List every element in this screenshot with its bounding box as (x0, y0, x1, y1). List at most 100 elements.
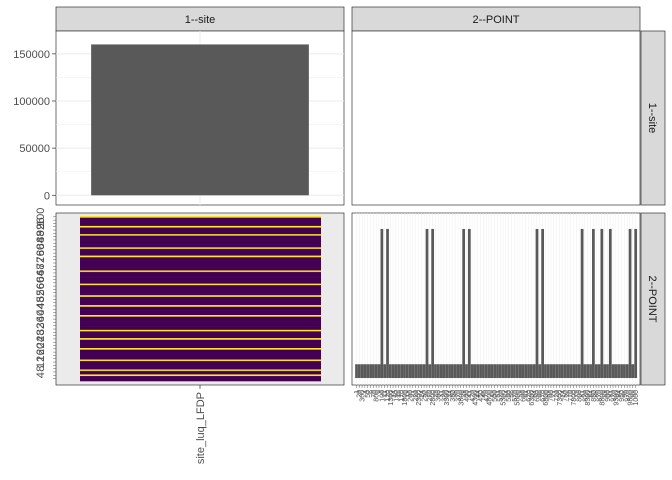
heatmap-cell (80, 336, 321, 339)
heatmap-cell (80, 222, 321, 225)
x-tick-label: 500 (492, 390, 499, 402)
top-strip-1: 1--site (55, 6, 345, 32)
bar (355, 364, 358, 378)
x-tick-label: 44 (475, 390, 482, 398)
y-tick-label: 92 (35, 224, 47, 236)
bar (496, 364, 499, 378)
bar (501, 364, 505, 378)
bar (549, 364, 553, 378)
x-tick-label: 620 (526, 390, 533, 402)
x-tick-label: 820 (582, 390, 589, 402)
x-tick-label: 81 (580, 390, 587, 398)
bar (403, 364, 406, 378)
x-tick-label: 9 (376, 390, 383, 394)
x-tick-label: 6300 (529, 390, 536, 406)
bar (555, 364, 559, 378)
y-tick-label: 68 (35, 264, 47, 276)
bar (357, 364, 361, 378)
x-tick-label: 170 (399, 390, 406, 402)
heatmap-cell (80, 324, 321, 327)
bar (363, 364, 367, 378)
x-tick-label: 600 (520, 390, 527, 402)
x-tick-label: 69 (546, 390, 553, 398)
heatmap-cell (80, 348, 321, 350)
x-tick-label: 870 (596, 390, 603, 402)
heatmap-cell (80, 349, 321, 352)
bar (448, 364, 451, 378)
heatmap-cell (80, 321, 321, 324)
y-tick-label: 12 (35, 356, 47, 368)
bar (614, 364, 618, 378)
bar (420, 364, 423, 378)
x-tick-label: 29 (433, 390, 440, 398)
bar (498, 364, 502, 378)
heatmap-cell (80, 268, 321, 271)
panel-site-site: 0 50000 100000 150000 (13, 30, 345, 206)
y-tick-label: 16 (35, 349, 47, 361)
heatmap-cell (80, 334, 321, 337)
bar (589, 364, 592, 378)
x-tick-label: 570 (512, 390, 519, 402)
x-tick-label: 9800 (627, 390, 634, 406)
x-tick-label: 59 (517, 390, 524, 398)
heatmap-cell (80, 232, 321, 235)
y-axis-bottom: 1009692888480767268646056524844403632282… (35, 208, 56, 379)
heatmap-cell (80, 333, 321, 336)
x-tick-label: 320 (441, 390, 448, 402)
bar (558, 364, 561, 378)
heatmap-cell (80, 286, 321, 289)
x-tick-label: 6800 (543, 390, 550, 406)
heatmap-cell (80, 351, 321, 354)
x-tick-label: 96 (622, 390, 629, 398)
x-tick-label: 900 (605, 390, 612, 402)
top-strip-1-label: 1--site (185, 14, 216, 26)
x-tick-label: 54 (503, 390, 510, 398)
bar (504, 364, 508, 378)
heatmap-cell (80, 239, 321, 242)
bar (436, 364, 440, 378)
x-tick-label: 450 (478, 390, 485, 402)
heatmap-cell (80, 225, 321, 228)
x-tick-label: 420 (470, 390, 477, 402)
bar (535, 228, 539, 378)
bar (524, 364, 528, 378)
y-tick-label: 36 (35, 316, 47, 328)
heatmap-cell (80, 234, 321, 237)
heatmap-cell (80, 244, 321, 246)
x-tick-label: 920 (611, 390, 618, 402)
x-tick-label: 950 (619, 390, 626, 402)
bar (428, 364, 432, 378)
top-strip-2: 2--POINT (351, 6, 641, 32)
x-tick-label: 16 (396, 390, 403, 398)
bar (490, 364, 494, 378)
panel-point-point-frame (351, 212, 641, 386)
x-tick-label: 270 (427, 390, 434, 402)
heatmap-cell (80, 295, 321, 298)
bar (569, 364, 573, 378)
heatmap-cell (80, 376, 321, 378)
y-tick-label: 32 (35, 323, 47, 335)
x-tick-label: 71 (551, 390, 558, 398)
bar (575, 364, 578, 378)
heatmap-cell (80, 217, 321, 220)
x-axis-right: 1203004506708009100111201300141501617018… (354, 385, 640, 406)
x-tick-label: 41 (467, 390, 474, 398)
x-tick-label: 550 (506, 390, 513, 402)
x-tick-label: 300 (360, 390, 367, 402)
heatmap-cell (80, 227, 321, 230)
bar (462, 228, 466, 378)
heatmap-cell (80, 298, 321, 301)
heatmap-cell (80, 338, 321, 341)
bar (383, 364, 387, 378)
heatmap-cell (80, 235, 321, 238)
heatmap-cell (80, 230, 321, 233)
bar (546, 364, 550, 378)
bar (521, 364, 525, 378)
y-tick-label: 44 (35, 303, 47, 315)
bar (623, 364, 626, 378)
x-tick-label: 650 (534, 390, 541, 402)
y-tick-label: 28 (35, 330, 47, 342)
heatmap-cell (80, 315, 321, 317)
y-tick-label: 100 (35, 208, 47, 226)
